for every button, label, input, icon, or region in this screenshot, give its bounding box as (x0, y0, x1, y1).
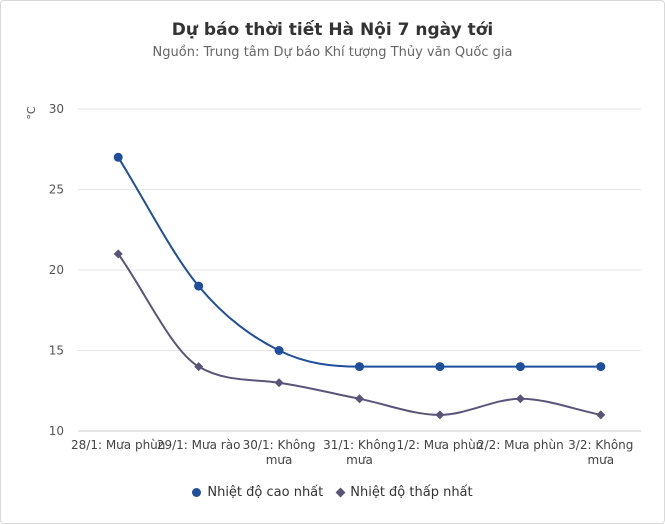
x-tick-label: 2/2: Mưa phùn (477, 438, 564, 452)
grid-lines (78, 108, 641, 432)
chart-subtitle: Nguồn: Trung tâm Dự báo Khí tượng Thủy v… (152, 45, 513, 60)
series-line (117, 156, 601, 368)
y-tick-label: 30 (49, 102, 64, 116)
x-tick-label: 1/2: Mưa phùn (397, 438, 484, 452)
data-point[interactable] (194, 281, 204, 291)
series-line (117, 253, 601, 416)
x-tick-label: 3/2: Không mưa (568, 438, 633, 467)
data-point[interactable] (194, 362, 204, 372)
data-point[interactable] (515, 362, 525, 372)
series-lines (117, 156, 601, 416)
data-point[interactable] (435, 362, 445, 372)
data-point[interactable] (113, 152, 123, 162)
data-point[interactable] (274, 346, 284, 355)
x-tick-label: 31/1: Không mưa (323, 438, 396, 467)
data-point[interactable] (355, 394, 364, 404)
y-tick-label: 25 (49, 183, 64, 197)
x-tick-label: 29/1: Mưa rào (157, 438, 241, 452)
legend-label-max: Nhiệt độ cao nhất (207, 485, 324, 500)
data-point[interactable] (113, 249, 123, 259)
y-axis-unit: °C (25, 106, 38, 120)
chart-title: Dự báo thời tiết Hà Nội 7 ngày tới (171, 20, 494, 40)
legend-label-min: Nhiệt độ thấp nhất (350, 485, 473, 500)
legend-marker-diamond (335, 487, 346, 498)
y-tick-label: 15 (49, 344, 64, 358)
legend-item-max[interactable]: Nhiệt độ cao nhất (192, 485, 323, 500)
y-tick-label: 10 (49, 424, 64, 438)
y-tick-labels: 10 15 20 25 30 (49, 102, 64, 438)
data-point[interactable] (435, 410, 445, 420)
data-point[interactable] (274, 378, 284, 388)
data-point[interactable] (596, 362, 606, 372)
legend-item-min[interactable]: Nhiệt độ thấp nhất (335, 485, 473, 500)
data-point[interactable] (596, 410, 606, 420)
y-tick-label: 20 (49, 263, 64, 277)
series-markers (113, 152, 606, 420)
legend: Nhiệt độ cao nhất Nhiệt độ thấp nhất (0, 485, 665, 500)
x-tick-label: 30/1: Không mưa (243, 438, 316, 467)
legend-marker-circle (192, 488, 202, 497)
x-tick-label: 28/1: Mưa phùn (71, 438, 165, 452)
data-point[interactable] (515, 394, 525, 404)
data-point[interactable] (355, 362, 364, 372)
